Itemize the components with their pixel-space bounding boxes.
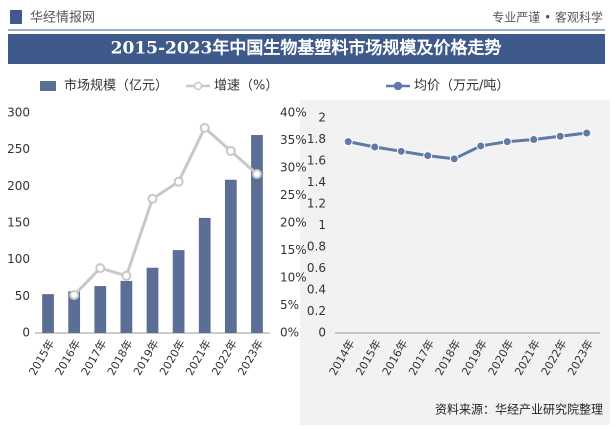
- point: [121, 270, 132, 281]
- point: [370, 142, 380, 152]
- point: [147, 193, 158, 204]
- bar: [68, 291, 81, 333]
- y-tick-label: 0.2: [307, 304, 326, 318]
- bar: [42, 294, 54, 333]
- bar: [120, 280, 133, 333]
- y2-tick-label: 15%: [280, 243, 307, 257]
- point: [502, 137, 512, 147]
- point: [95, 263, 106, 274]
- y-tick-label: 250: [7, 142, 30, 156]
- legend-label: 增速（%）: [214, 79, 278, 94]
- line: [347, 131, 587, 161]
- legend-swatch: [40, 81, 56, 91]
- point: [555, 131, 565, 141]
- y2-tick-label: 40%: [280, 106, 307, 120]
- y-tick-label: 150: [7, 216, 30, 230]
- legend-marker: [393, 81, 403, 91]
- y2-tick-label: 20%: [280, 216, 307, 230]
- y2-tick-label: 0%: [280, 326, 299, 340]
- legend-marker: [193, 81, 203, 91]
- chart-title: 2015-2023年中国生物基塑料市场规模及价格走势: [111, 38, 502, 59]
- bar: [198, 217, 211, 333]
- y2-tick-label: 25%: [280, 188, 307, 202]
- y2-tick-label: 5%: [280, 298, 299, 312]
- y-tick-label: 1.6: [307, 154, 326, 168]
- y-tick-label: 0.8: [307, 240, 326, 254]
- legend-label: 均价（万元/吨）: [414, 79, 509, 94]
- y2-tick-label: 10%: [280, 271, 307, 285]
- logo: [10, 10, 22, 24]
- y-tick-label: 200: [7, 179, 30, 193]
- y-tick-label: 1: [318, 218, 326, 232]
- y-tick-label: 1.2: [307, 197, 326, 211]
- bar: [146, 267, 159, 333]
- y-tick-label: 1.4: [307, 175, 326, 189]
- y2-tick-label: 30%: [280, 161, 307, 175]
- point: [343, 137, 353, 147]
- slogan: 专业严谨 • 客观科学: [492, 10, 603, 25]
- brand: 华经情报网: [30, 11, 95, 26]
- y-tick-label: 0: [22, 326, 30, 340]
- y-tick-label: 2: [318, 111, 326, 125]
- point: [449, 154, 459, 164]
- point: [423, 151, 433, 161]
- bar: [251, 135, 263, 333]
- y-tick-label: 50: [15, 289, 30, 303]
- legend-label: 市场规模（亿元）: [64, 78, 168, 94]
- y-tick-label: 1.8: [307, 132, 326, 146]
- source: 资料来源：华经产业研究院整理: [435, 402, 603, 417]
- point: [225, 145, 236, 156]
- bar: [94, 286, 107, 333]
- title-bar: [8, 34, 605, 64]
- y-tick-label: 0: [318, 326, 326, 340]
- y-tick-label: 100: [7, 252, 30, 266]
- point: [529, 135, 539, 144]
- y2-tick-label: 35%: [280, 133, 307, 147]
- point: [173, 176, 184, 187]
- bar: [224, 179, 237, 333]
- y-tick-label: 300: [7, 106, 30, 120]
- y-tick-label: 0.4: [307, 283, 326, 297]
- point: [582, 128, 592, 138]
- bar: [172, 250, 185, 333]
- y-tick-label: 0.6: [307, 261, 326, 275]
- point: [251, 169, 262, 180]
- point: [69, 290, 80, 301]
- point: [476, 141, 486, 151]
- right-panel: [300, 100, 610, 425]
- point: [199, 122, 210, 133]
- point: [396, 146, 406, 156]
